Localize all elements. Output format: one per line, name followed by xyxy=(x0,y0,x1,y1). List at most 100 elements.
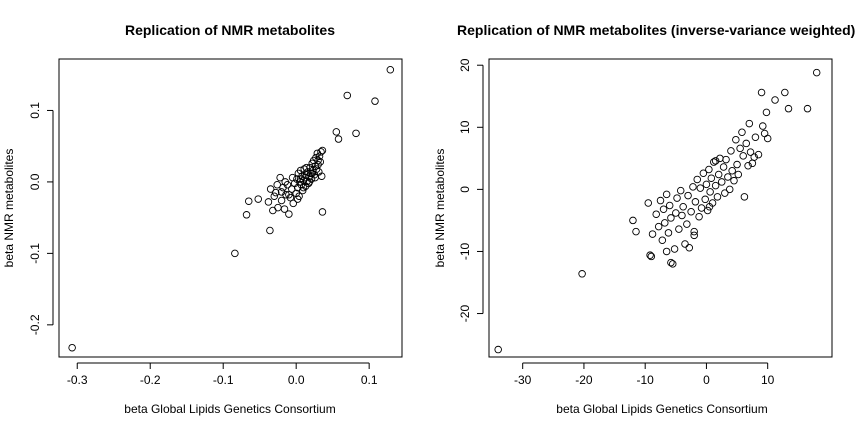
data-point xyxy=(707,174,716,182)
x-tick-label: -20 xyxy=(575,373,593,387)
data-point xyxy=(264,198,273,206)
data-point xyxy=(719,163,728,171)
data-point xyxy=(578,270,586,278)
data-point xyxy=(676,186,685,195)
data-point xyxy=(266,185,275,193)
y-tick-label: 20 xyxy=(458,58,472,72)
x-tick-label: 0 xyxy=(703,373,710,387)
data-point xyxy=(647,252,656,261)
data-point xyxy=(242,211,251,219)
data-point xyxy=(670,245,679,253)
data-point xyxy=(734,170,743,179)
chart-title-1: Replication of NMR metabolites xyxy=(125,22,335,38)
data-point xyxy=(691,198,700,206)
y-tick-label: -0.2 xyxy=(28,314,42,335)
y-tick-label: 0.0 xyxy=(28,173,42,190)
data-point xyxy=(648,230,657,238)
x-tick-label: 0.1 xyxy=(361,373,378,387)
scatter-panel-2: Replication of NMR metabolites (inverse-… xyxy=(433,22,855,416)
x-tick-label: -30 xyxy=(514,373,532,387)
data-point xyxy=(289,199,298,208)
data-point xyxy=(672,209,680,217)
data-point xyxy=(781,88,789,97)
chart-title-2: Replication of NMR metabolites (inverse-… xyxy=(457,22,855,38)
data-point xyxy=(299,183,308,192)
data-point xyxy=(309,166,317,175)
data-point xyxy=(685,243,694,252)
x-axis-1: -0.3 -0.2 -0.1 0.0 0.1 xyxy=(67,362,378,387)
data-point xyxy=(494,345,502,354)
data-point xyxy=(334,135,343,143)
data-point xyxy=(646,251,654,259)
data-point xyxy=(629,216,637,225)
data-point xyxy=(740,193,749,201)
data-point xyxy=(266,226,274,235)
data-point xyxy=(664,229,673,237)
data-point xyxy=(738,128,746,137)
plot-box-1 xyxy=(58,58,403,358)
data-point xyxy=(812,68,821,77)
data-point xyxy=(679,203,687,211)
data-point xyxy=(288,173,297,182)
data-point xyxy=(750,153,758,161)
x-axis-label-2: beta Global Lipids Genetics Consortium xyxy=(556,402,767,416)
data-point xyxy=(667,258,675,267)
data-point xyxy=(763,134,772,143)
data-point xyxy=(732,135,740,144)
data-point xyxy=(705,203,714,211)
data-point xyxy=(724,173,732,181)
y-axis-label-2: beta NMR metabolites xyxy=(433,149,447,268)
data-point xyxy=(277,188,286,196)
data-point xyxy=(697,204,706,212)
x-tick-label: -0.1 xyxy=(213,373,234,387)
data-point xyxy=(316,158,325,166)
x-axis-2: -30 -20 -10 0 10 xyxy=(514,362,775,387)
data-point xyxy=(803,104,812,113)
data-point xyxy=(713,193,722,201)
data-point xyxy=(690,227,698,236)
x-tick-label: 0.0 xyxy=(288,373,305,387)
data-point xyxy=(762,108,771,117)
data-point xyxy=(760,129,769,138)
data-point xyxy=(683,220,691,228)
y-tick-label: 0 xyxy=(458,186,472,193)
data-point xyxy=(315,152,324,160)
data-point xyxy=(681,240,689,248)
data-point xyxy=(285,210,293,218)
data-point xyxy=(744,162,752,170)
data-point xyxy=(678,211,686,220)
y-tick-label: 0.1 xyxy=(28,102,42,119)
data-point xyxy=(386,65,395,74)
data-point xyxy=(742,139,751,148)
data-point xyxy=(728,166,736,175)
data-point xyxy=(281,178,289,186)
data-point xyxy=(302,163,311,172)
data-point xyxy=(739,152,747,160)
data-point xyxy=(701,195,709,204)
data-point xyxy=(656,196,665,205)
data-point xyxy=(696,184,705,192)
data-point xyxy=(317,148,325,156)
data-point xyxy=(703,206,712,215)
y-tick-label: -0.1 xyxy=(28,243,42,264)
data-point xyxy=(784,104,793,113)
data-point xyxy=(296,175,305,183)
data-point xyxy=(665,201,674,210)
data-point xyxy=(332,128,341,136)
data-point xyxy=(644,199,653,207)
data-point xyxy=(285,191,293,199)
data-point xyxy=(746,148,755,156)
data-point xyxy=(693,175,702,184)
data-point xyxy=(293,195,302,203)
data-point xyxy=(690,231,698,240)
data-point xyxy=(745,119,754,128)
y-axis-2: -20 -10 0 10 20 xyxy=(458,58,484,323)
data-point xyxy=(722,155,730,164)
data-point xyxy=(687,207,695,216)
data-point xyxy=(652,210,660,218)
y-tick-label: -20 xyxy=(458,305,472,323)
data-point xyxy=(654,222,663,231)
y-tick-label: -10 xyxy=(458,242,472,260)
data-point xyxy=(244,197,253,205)
